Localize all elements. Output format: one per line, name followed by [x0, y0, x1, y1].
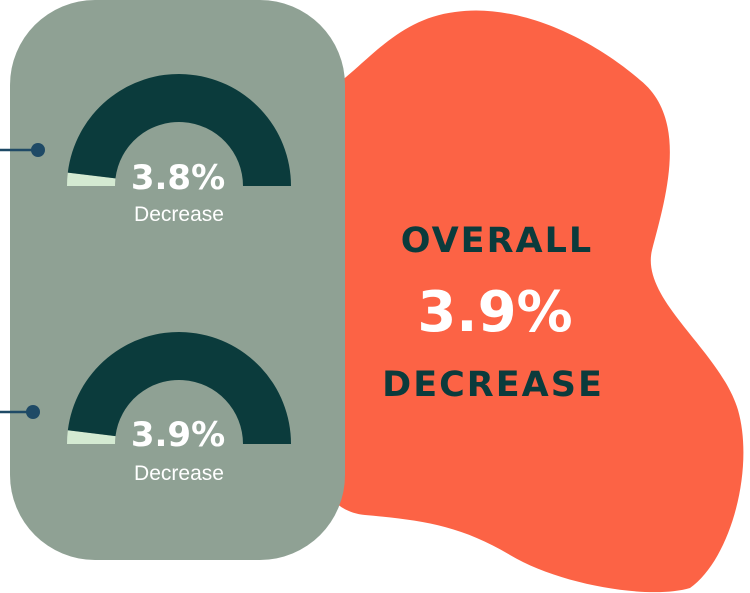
gauge-bottom: 3.9% Decrease [67, 331, 291, 485]
gauge-top: 3.8% Decrease [67, 73, 291, 226]
gauge-caption: Decrease [134, 203, 224, 226]
overall-value: 3.9% [417, 280, 572, 345]
connector-dot-bottom [26, 405, 40, 419]
gauge-rest-arc [67, 430, 116, 444]
overall-subheading: DECREASE [382, 365, 604, 405]
gauge-rest-arc [67, 172, 116, 186]
connectors [0, 143, 45, 419]
overall-blob [320, 10, 744, 593]
gauge-fill-arc [67, 331, 291, 444]
gauge-value-label: 3.8% [131, 158, 225, 198]
overall-heading: OVERALL [401, 221, 593, 261]
gauge-value-label: 3.9% [131, 415, 225, 455]
gauge-fill-arc [67, 73, 291, 186]
gauge-caption: Decrease [134, 462, 224, 485]
connector-dot-top [31, 143, 45, 157]
